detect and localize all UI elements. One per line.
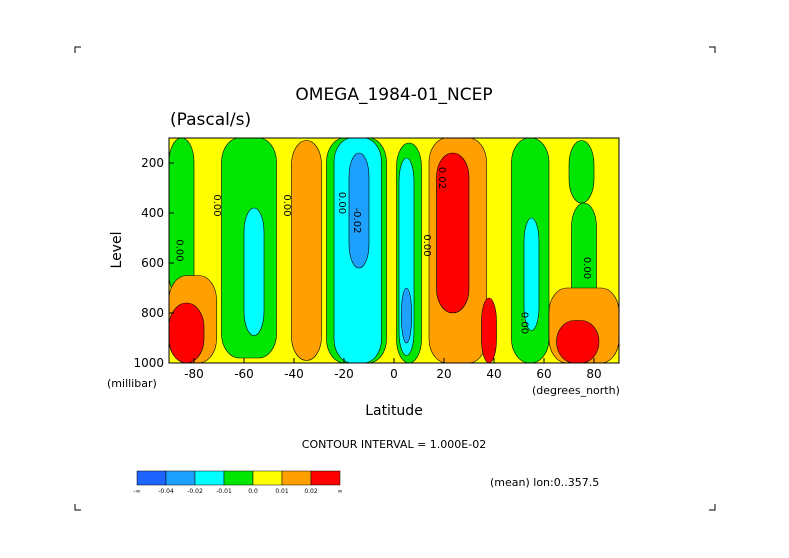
- colorbar-label: -0.02: [187, 488, 203, 495]
- contour-label: 0.00: [421, 234, 432, 256]
- contour-label: -0.02: [351, 208, 362, 234]
- crop-marks: [74, 46, 716, 511]
- y-axis-label: Level: [109, 232, 125, 269]
- y-tick-label: 200: [141, 156, 164, 170]
- contour-label: 0.00: [336, 192, 347, 214]
- colorbar-label: 0.01: [275, 488, 289, 495]
- x-tick-label: 40: [486, 367, 501, 381]
- x-tick-label: -40: [284, 367, 304, 381]
- contour-region: [401, 287, 412, 344]
- y-tick-label: 600: [141, 256, 164, 270]
- crop-mark-bottom-left: [74, 504, 81, 511]
- contour-label: 0.00: [281, 194, 292, 216]
- contour-region: [523, 217, 540, 331]
- y-tick-label: 400: [141, 206, 164, 220]
- colorbar-swatch: [310, 470, 341, 486]
- contour-fills: [169, 138, 619, 363]
- y-axis: 200 400 600 800 1000: [133, 156, 174, 370]
- crop-mark-top-left: [74, 46, 81, 53]
- x-axis-label: Latitude: [365, 403, 423, 419]
- colorbar-swatch: [223, 470, 254, 486]
- contour-region: [481, 297, 497, 363]
- crop-mark-bottom-right: [709, 504, 716, 511]
- footer-mean-lon: (mean) lon:0..357.5: [490, 476, 599, 489]
- colorbar-swatch: [252, 470, 283, 486]
- colorbar-label: 0.0: [248, 488, 258, 495]
- contour-region: [243, 207, 265, 336]
- contour-region: [169, 302, 205, 363]
- chart-title: OMEGA_1984-01_NCEP: [295, 85, 492, 105]
- colorbar-swatch: [136, 470, 167, 486]
- crop-mark-top-right: [709, 46, 716, 53]
- contour-region: [436, 152, 470, 314]
- colorbar-label: -0.04: [158, 488, 174, 495]
- colorbar-label: -∞: [133, 488, 140, 495]
- x-units-label: (degrees_north): [532, 384, 620, 397]
- x-tick-label: -20: [334, 367, 354, 381]
- x-tick-label: -60: [234, 367, 254, 381]
- colorbar-label: -0.01: [216, 488, 232, 495]
- contour-region: [348, 152, 370, 269]
- x-tick-label: -80: [184, 367, 204, 381]
- x-axis: -80 -60 -40 -20 0 20 40 60 80: [184, 358, 602, 381]
- chart-subtitle: (Pascal/s): [170, 110, 251, 130]
- x-tick-label: 80: [586, 367, 601, 381]
- y-units-label: (millibar): [107, 377, 157, 390]
- contour-region: [291, 140, 322, 361]
- colorbar-swatch: [194, 470, 225, 486]
- contour-label: 0.00: [519, 312, 530, 334]
- contour-labels: 0.00 0.00 0.00 0.00 -0.02 0.00 0.02 0.00 0.00: [174, 167, 593, 334]
- x-tick-label: 20: [436, 367, 451, 381]
- colorbar-swatch: [165, 470, 196, 486]
- colorbar-legend: -∞ -0.04 -0.02 -0.01 0.0 0.01 0.02 ∞: [133, 470, 343, 495]
- colorbar-swatch: [281, 470, 312, 486]
- colorbar-label: ∞: [338, 488, 343, 495]
- x-tick-label: 0: [390, 367, 398, 381]
- contour-label: 0.00: [211, 194, 222, 216]
- contour-interval-text: CONTOUR INTERVAL = 1.000E-02: [302, 438, 486, 451]
- y-tick-label: 800: [141, 306, 164, 320]
- x-tick-label: 60: [536, 367, 551, 381]
- colorbar-label: 0.02: [304, 488, 318, 495]
- contour-region: [568, 140, 595, 204]
- contour-label: 0.02: [436, 167, 447, 189]
- contour-label: 0.00: [174, 239, 185, 261]
- y-tick-label: 1000: [133, 356, 164, 370]
- contour-region: [169, 138, 195, 299]
- contour-region: [556, 320, 600, 363]
- contour-label: 0.00: [581, 257, 592, 279]
